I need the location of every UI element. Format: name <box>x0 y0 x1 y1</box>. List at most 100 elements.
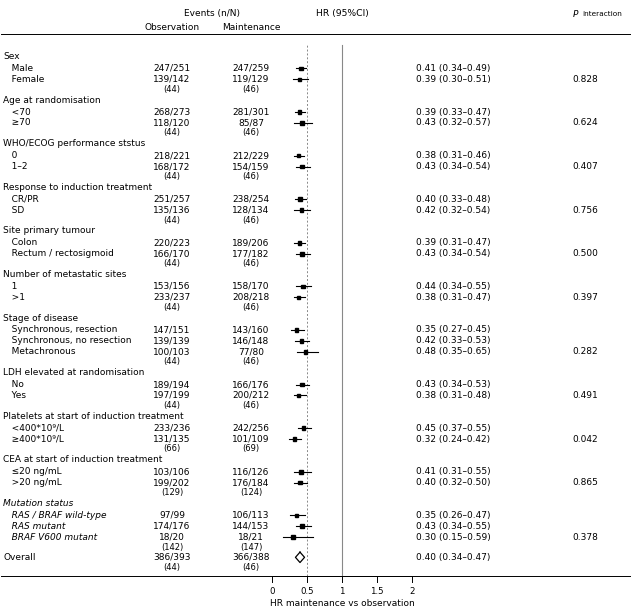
Text: 139/139: 139/139 <box>153 336 191 346</box>
Text: 0.40 (0.34–0.47): 0.40 (0.34–0.47) <box>416 553 490 562</box>
Text: 0.30 (0.15–0.59): 0.30 (0.15–0.59) <box>416 533 491 542</box>
Text: 177/182: 177/182 <box>232 249 269 258</box>
Text: (46): (46) <box>242 85 259 94</box>
Text: LDH elevated at randomisation: LDH elevated at randomisation <box>3 368 144 377</box>
Text: (44): (44) <box>163 563 180 572</box>
Text: 166/176: 166/176 <box>232 380 269 389</box>
Text: (129): (129) <box>161 488 183 497</box>
Text: CR/PR: CR/PR <box>3 195 38 204</box>
Text: 0.45 (0.37–0.55): 0.45 (0.37–0.55) <box>416 424 491 433</box>
Text: 200/212: 200/212 <box>232 391 269 400</box>
Text: 166/170: 166/170 <box>153 249 191 258</box>
Text: 106/113: 106/113 <box>232 511 269 520</box>
Text: (147): (147) <box>240 543 262 551</box>
Text: Platelets at start of induction treatment: Platelets at start of induction treatmen… <box>3 411 184 421</box>
Text: (44): (44) <box>163 357 180 366</box>
Text: Yes: Yes <box>3 391 26 400</box>
Bar <box>297 111 301 114</box>
Text: 0.5: 0.5 <box>300 586 314 596</box>
Text: 0.43 (0.34–0.54): 0.43 (0.34–0.54) <box>416 249 490 258</box>
Text: 0.491: 0.491 <box>572 391 598 400</box>
Text: Site primary tumour: Site primary tumour <box>3 227 95 235</box>
Text: 158/170: 158/170 <box>232 282 269 291</box>
Text: CEA at start of induction treatment: CEA at start of induction treatment <box>3 455 162 464</box>
Text: <70: <70 <box>3 107 31 117</box>
Text: 131/135: 131/135 <box>153 435 191 443</box>
Text: 97/99: 97/99 <box>159 511 185 520</box>
Text: 18/20: 18/20 <box>159 533 185 542</box>
Text: (46): (46) <box>242 303 259 312</box>
Text: 1: 1 <box>3 282 18 291</box>
Text: 0.39 (0.31–0.47): 0.39 (0.31–0.47) <box>416 238 491 247</box>
Text: 100/103: 100/103 <box>153 348 191 356</box>
Text: Colon: Colon <box>3 238 37 247</box>
Text: WHO/ECOG performance ststus: WHO/ECOG performance ststus <box>3 139 145 148</box>
Text: 0.282: 0.282 <box>572 348 598 356</box>
Text: 0.48 (0.35–0.65): 0.48 (0.35–0.65) <box>416 348 491 356</box>
Text: (46): (46) <box>242 357 259 366</box>
Text: 85/87: 85/87 <box>238 119 264 128</box>
Text: 18/21: 18/21 <box>238 533 264 542</box>
Text: 0.40 (0.33–0.48): 0.40 (0.33–0.48) <box>416 195 490 204</box>
Text: 153/156: 153/156 <box>153 282 191 291</box>
Bar <box>300 121 304 125</box>
Text: Synchronous, no resection: Synchronous, no resection <box>3 336 131 346</box>
Bar <box>302 426 305 430</box>
Text: 268/273: 268/273 <box>153 107 191 117</box>
Text: Age at randomisation: Age at randomisation <box>3 96 100 104</box>
Text: 176/184: 176/184 <box>232 478 269 487</box>
Text: Stage of disease: Stage of disease <box>3 314 78 322</box>
Text: 233/237: 233/237 <box>153 293 191 302</box>
Text: (46): (46) <box>242 216 259 225</box>
Text: 233/236: 233/236 <box>153 424 191 433</box>
Text: No: No <box>3 380 24 389</box>
Bar <box>300 165 304 168</box>
Text: 77/80: 77/80 <box>238 348 264 356</box>
Text: 139/142: 139/142 <box>153 75 191 84</box>
Text: (44): (44) <box>163 259 180 268</box>
Text: <400*10⁹/L: <400*10⁹/L <box>3 424 64 433</box>
Text: ≥70: ≥70 <box>3 119 31 128</box>
Bar <box>300 208 304 212</box>
Text: 0.41 (0.34–0.49): 0.41 (0.34–0.49) <box>416 64 490 73</box>
Polygon shape <box>295 552 305 562</box>
Text: 281/301: 281/301 <box>232 107 269 117</box>
Text: 247/259: 247/259 <box>232 64 269 73</box>
Text: 0.407: 0.407 <box>572 162 598 171</box>
Text: >1: >1 <box>3 293 25 302</box>
Text: 366/388: 366/388 <box>232 553 269 562</box>
Bar <box>297 77 301 81</box>
Bar <box>293 437 296 441</box>
Text: Synchronous, resection: Synchronous, resection <box>3 325 117 335</box>
Text: Events (n/N): Events (n/N) <box>184 9 240 18</box>
Text: RAS / BRAF wild-type: RAS / BRAF wild-type <box>3 511 107 520</box>
Text: (44): (44) <box>163 128 180 138</box>
Text: 386/393: 386/393 <box>153 553 191 562</box>
Text: (66): (66) <box>163 445 180 453</box>
Text: 220/223: 220/223 <box>153 238 191 247</box>
Text: interaction: interaction <box>582 11 622 17</box>
Bar <box>300 252 304 255</box>
Text: (44): (44) <box>163 85 180 94</box>
Text: Number of metastatic sites: Number of metastatic sites <box>3 270 126 279</box>
Text: 1: 1 <box>339 586 345 596</box>
Text: Male: Male <box>3 64 33 73</box>
Text: RAS mutant: RAS mutant <box>3 522 66 530</box>
Text: 168/172: 168/172 <box>153 162 191 171</box>
Text: 146/148: 146/148 <box>232 336 269 346</box>
Text: 0.38 (0.31–0.46): 0.38 (0.31–0.46) <box>416 151 491 160</box>
Text: 128/134: 128/134 <box>232 206 269 215</box>
Bar <box>297 394 300 397</box>
Text: Sex: Sex <box>3 52 20 61</box>
Text: 0.828: 0.828 <box>572 75 598 84</box>
Text: 0.38 (0.31–0.47): 0.38 (0.31–0.47) <box>416 293 491 302</box>
Text: 0.397: 0.397 <box>572 293 598 302</box>
Text: 0.624: 0.624 <box>572 119 598 128</box>
Text: 135/136: 135/136 <box>153 206 191 215</box>
Text: (44): (44) <box>163 216 180 225</box>
Text: 247/251: 247/251 <box>153 64 191 73</box>
Text: (46): (46) <box>242 259 259 268</box>
Text: 0.865: 0.865 <box>572 478 598 487</box>
Bar <box>298 198 302 201</box>
Text: Maintenance: Maintenance <box>221 23 280 31</box>
